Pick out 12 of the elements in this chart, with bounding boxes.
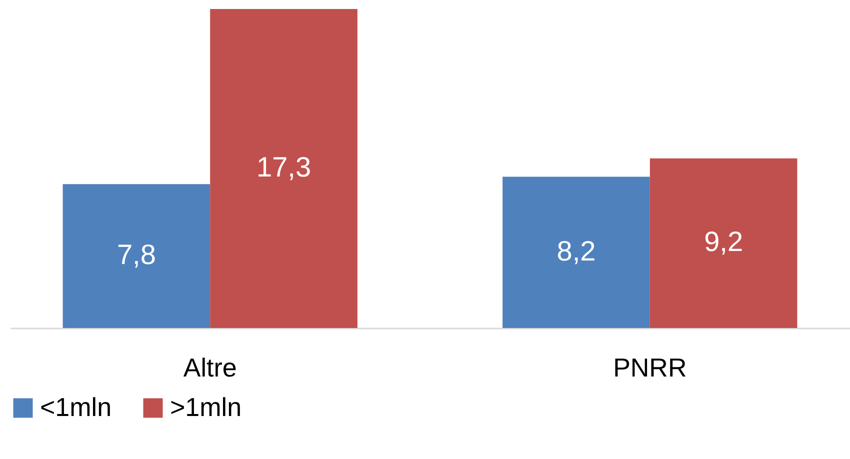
data-label: 8,2: [556, 235, 596, 266]
data-label: 17,3: [256, 152, 312, 182]
bar: [210, 9, 358, 328]
bar: [502, 176, 650, 328]
x-tick-label: PNRR: [613, 352, 687, 382]
x-tick-label: Altre: [183, 352, 237, 382]
data-label: 9,2: [704, 226, 744, 258]
bar: [650, 158, 798, 328]
bar: [62, 184, 210, 328]
data-label: 7,8: [116, 239, 156, 270]
legend-label: <1mln: [40, 392, 112, 422]
legend-label: >1mln: [170, 392, 242, 422]
